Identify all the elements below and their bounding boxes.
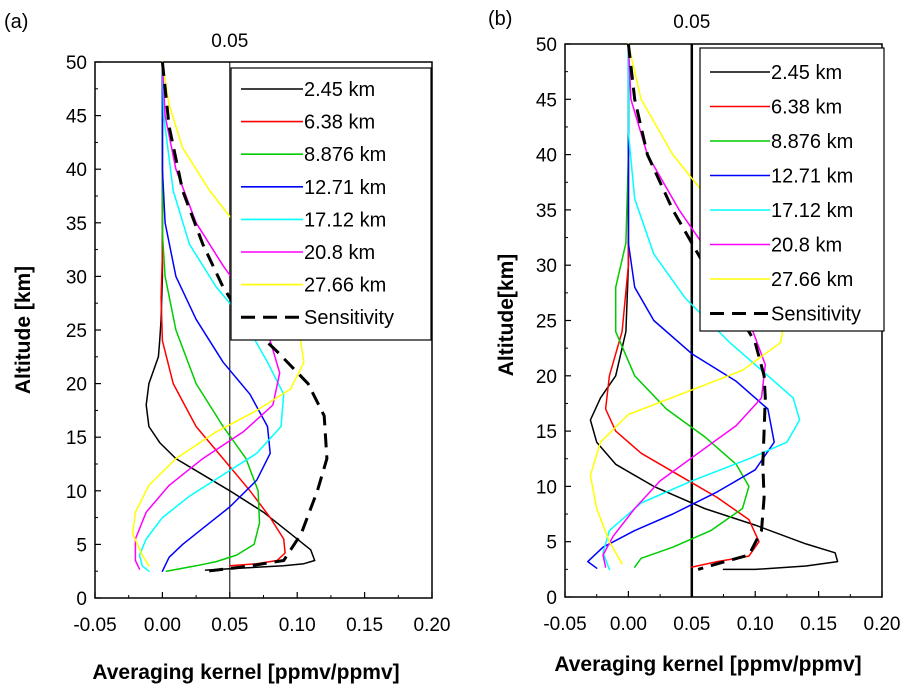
panel-b-y-tick-label: 20: [536, 367, 557, 388]
panel-a-legend-label: 8.876 km: [304, 144, 386, 166]
panel-b-legend-label: 6.38 km: [771, 97, 842, 119]
panel-b-series-20-8-km: [602, 43, 767, 568]
panel-a-series-27-66-km: [131, 61, 305, 567]
panel-b-y-tick-label: 35: [536, 201, 557, 222]
panel-a-y-axis-label: Altitude [km]: [12, 266, 35, 394]
panel-a-series-6-38-km: [160, 61, 286, 567]
panel-a-legend-label: 2.45 km: [304, 79, 375, 101]
panel-a-series-17-12-km: [138, 61, 285, 572]
panel-a-legend-label: Sensitivity: [304, 307, 394, 329]
panel-a-y-tick-label: 40: [66, 160, 87, 181]
panel-b-x-tick-label: 0.20: [864, 614, 901, 635]
panel-a-series-8-876-km: [161, 61, 261, 572]
panel-a-y-tick-label: 50: [66, 53, 87, 74]
panel-a-y-tick-label: 25: [66, 321, 87, 342]
panel-b-legend-label: 17.12 km: [771, 200, 853, 222]
panel-a-y-tick-label: 20: [66, 375, 87, 396]
panel-b-y-tick-label: 40: [536, 146, 557, 167]
panel-b-x-tick-label: 0.10: [737, 614, 774, 635]
panel-b-x-tick-label: -0.05: [543, 614, 586, 635]
panel-a-x-tick-label: 0.15: [346, 615, 383, 636]
panel-b-legend-label: 2.45 km: [771, 62, 842, 84]
panel-a-y-tick-label: 5: [76, 535, 87, 556]
panel-a-label: (a): [4, 11, 28, 33]
panel-a-reference-line-label: 0.05: [211, 31, 248, 52]
panel-b-legend-label: 12.71 km: [771, 166, 853, 188]
panel-b-y-tick-label: 0: [546, 588, 557, 609]
panel-b-label: (b): [488, 8, 512, 30]
panel-b-y-tick-label: 45: [536, 90, 557, 111]
panel-b-legend-label: 20.8 km: [771, 235, 842, 257]
panel-b-series-2-45-km: [589, 43, 839, 571]
panel-b-series-12-71-km: [587, 43, 775, 569]
panel-a-x-tick-label: 0.20: [414, 615, 451, 636]
panel-a-y-tick-label: 35: [66, 214, 87, 235]
panel-a-y-tick-label: 10: [66, 482, 87, 503]
panel-b-y-tick-label: 15: [536, 422, 557, 443]
panel-a-legend-label: 17.12 km: [304, 209, 386, 231]
panel-a-x-tick-label: -0.05: [73, 615, 116, 636]
panel-b-x-tick-label: 0.00: [610, 614, 647, 635]
panel-a-legend-label: 20.8 km: [304, 242, 375, 264]
panel-b-y-tick-label: 30: [536, 256, 557, 277]
panel-b-reference-line-label: 0.05: [673, 12, 710, 33]
panel-b-y-tick-label: 5: [546, 533, 557, 554]
panel-b-legend-label: Sensitivity: [771, 304, 861, 326]
panel-b-x-tick-label: 0.15: [800, 614, 837, 635]
panel-b-series-sensitivity: [626, 43, 767, 571]
panel-b-y-tick-label: 50: [536, 35, 557, 56]
panel-a-legend-label: 27.66 km: [304, 275, 386, 297]
panel-b-legend-box: [699, 47, 885, 332]
panel-a-legend-label: 6.38 km: [304, 112, 375, 134]
panel-b-legend-label: 8.876 km: [771, 131, 853, 153]
panel-b-legend-label: 27.66 km: [771, 269, 853, 291]
panel-b-series-27-66-km: [589, 43, 788, 565]
panel-b-series-8-876-km: [614, 43, 750, 568]
panel-a-series-12-71-km: [161, 61, 271, 572]
panel-a-series-sensitivity: [160, 61, 329, 573]
panel-a-legend-box: [230, 67, 432, 341]
panel-b-y-tick-label: 25: [536, 312, 557, 333]
panel-a-x-tick-label: 0.00: [144, 615, 181, 636]
panel-a-y-tick-label: 45: [66, 107, 87, 128]
panel-a-y-tick-label: 0: [76, 589, 87, 610]
panel-b-x-axis-label: Averaging kernel [ppmv/ppmv]: [554, 653, 861, 676]
panel-a-x-tick-label: 0.10: [279, 615, 316, 636]
panel-a-y-tick-label: 15: [66, 428, 87, 449]
panel-b-x-tick-label: 0.05: [673, 614, 710, 635]
panel-a-legend-label: 12.71 km: [304, 177, 386, 199]
panel-a-x-tick-label: 0.05: [211, 615, 248, 636]
panel-b-series-17-12-km: [602, 43, 801, 571]
panel-b-y-axis-label: Altitude[km]: [495, 254, 518, 377]
panel-b-y-tick-label: 10: [536, 477, 557, 498]
panel-a-x-axis-label: Averaging kernel [ppmv/ppmv]: [92, 661, 399, 684]
panel-a-y-tick-label: 30: [66, 267, 87, 288]
